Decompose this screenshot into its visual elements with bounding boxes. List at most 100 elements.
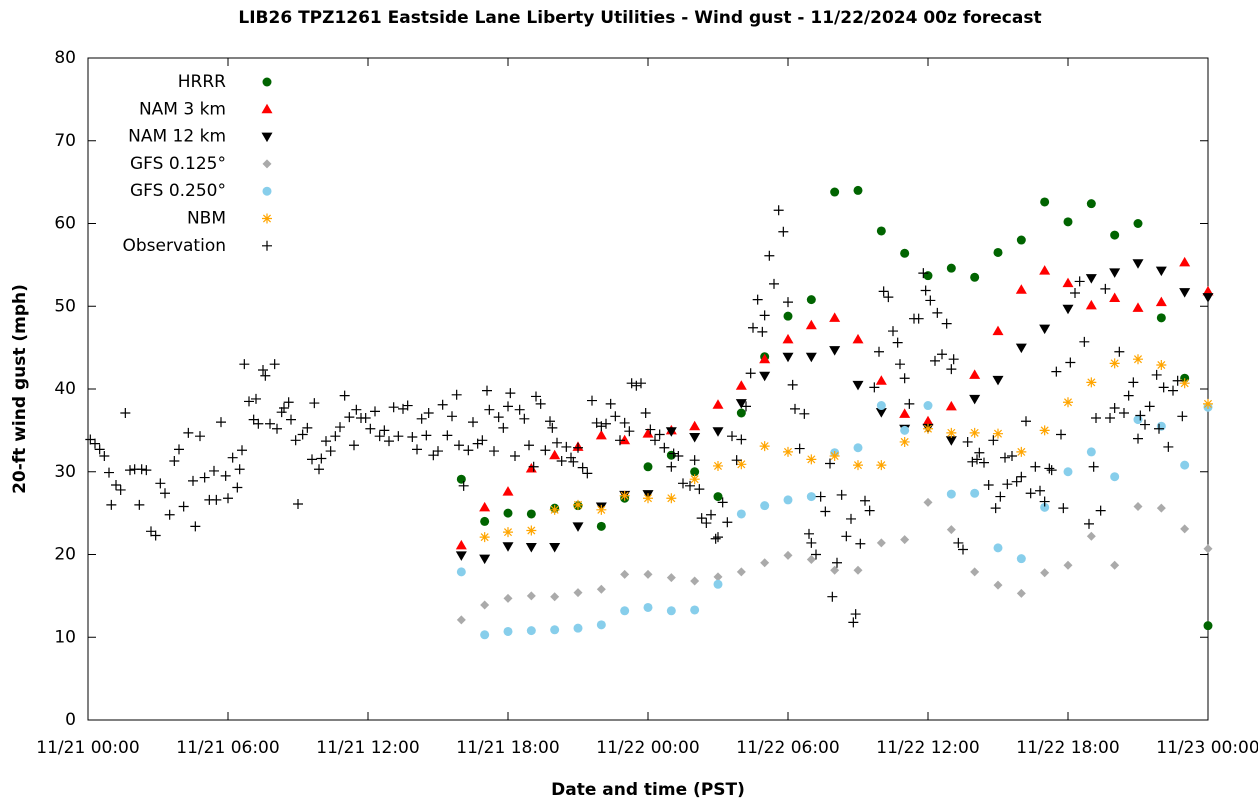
data-point <box>540 445 551 456</box>
data-point <box>993 247 1003 257</box>
data-point <box>841 531 852 542</box>
data-point <box>1133 219 1143 228</box>
data-point <box>293 499 303 510</box>
data-point <box>433 446 443 457</box>
data-point <box>769 278 779 289</box>
data-point <box>531 391 541 402</box>
x-tick-label: 11/22 00:00 <box>596 738 699 758</box>
data-point <box>393 431 404 442</box>
data-point <box>407 431 418 442</box>
data-point <box>673 451 684 462</box>
data-point <box>830 565 840 575</box>
data-point <box>899 436 910 447</box>
data-point <box>900 425 910 435</box>
data-point <box>307 454 317 465</box>
data-point <box>1105 412 1115 423</box>
data-point <box>706 509 716 520</box>
data-point <box>134 499 145 510</box>
data-point <box>442 430 453 441</box>
data-point <box>972 454 982 465</box>
data-point <box>1016 235 1026 245</box>
data-point <box>668 448 679 459</box>
data-point <box>650 435 660 446</box>
data-point <box>195 431 205 442</box>
data-point <box>1119 407 1129 418</box>
data-point <box>1035 485 1045 496</box>
data-point <box>1085 299 1097 310</box>
data-point <box>853 443 863 453</box>
data-point <box>519 413 530 424</box>
data-point <box>596 620 606 630</box>
data-point <box>1016 554 1026 564</box>
data-point <box>806 537 817 548</box>
data-point <box>503 626 513 636</box>
data-point <box>643 602 653 612</box>
data-point <box>458 480 469 491</box>
x-tick-label: 11/21 06:00 <box>176 738 279 758</box>
data-point <box>783 311 793 321</box>
data-point <box>689 420 701 431</box>
data-point <box>349 440 359 451</box>
data-point <box>556 455 567 466</box>
data-point <box>722 517 733 528</box>
data-point <box>852 380 864 391</box>
data-point <box>713 492 723 502</box>
y-tick-label: 40 <box>54 379 76 399</box>
data-point <box>806 492 816 502</box>
data-point <box>962 436 973 447</box>
data-point <box>1074 276 1085 287</box>
data-point <box>848 617 859 628</box>
data-point <box>239 359 250 370</box>
y-tick-label: 70 <box>54 131 76 151</box>
data-point <box>735 380 747 390</box>
data-point <box>1179 256 1191 267</box>
data-point <box>1086 447 1096 457</box>
data-point <box>696 513 707 524</box>
data-point <box>1135 410 1146 421</box>
data-point <box>620 606 630 616</box>
data-point <box>736 434 747 445</box>
data-point <box>1063 217 1073 227</box>
data-point <box>1100 283 1111 294</box>
data-point <box>1085 274 1097 284</box>
data-point <box>286 414 296 425</box>
data-point <box>596 421 607 432</box>
data-point <box>1154 423 1164 434</box>
data-point <box>666 606 676 616</box>
data-point <box>220 470 231 481</box>
data-point <box>1016 588 1026 598</box>
data-point <box>582 468 593 479</box>
data-point <box>969 394 981 405</box>
legend-marker <box>262 159 272 169</box>
data-point <box>572 522 584 532</box>
data-point <box>930 355 940 366</box>
data-point <box>549 543 561 553</box>
data-point <box>1086 377 1097 388</box>
data-point <box>806 454 817 465</box>
data-point <box>993 543 1003 553</box>
data-point <box>416 413 427 424</box>
data-point <box>874 346 884 357</box>
data-point <box>335 422 345 433</box>
data-point <box>678 478 688 489</box>
data-point <box>689 432 701 443</box>
data-point <box>447 411 457 422</box>
data-point <box>297 429 308 440</box>
data-point <box>232 482 243 493</box>
data-point <box>759 441 770 452</box>
data-point <box>106 499 117 510</box>
data-point <box>525 462 537 473</box>
data-point <box>805 319 817 330</box>
data-point <box>752 294 763 305</box>
data-point <box>969 427 980 438</box>
data-point <box>836 489 847 500</box>
data-point <box>1086 531 1096 541</box>
y-axis-title: 20-ft wind gust (mph) <box>10 284 30 494</box>
data-point <box>503 527 513 538</box>
data-point <box>764 250 775 261</box>
data-point <box>830 187 840 197</box>
data-point <box>1123 390 1134 401</box>
data-point <box>1056 429 1066 440</box>
data-point <box>566 452 576 463</box>
